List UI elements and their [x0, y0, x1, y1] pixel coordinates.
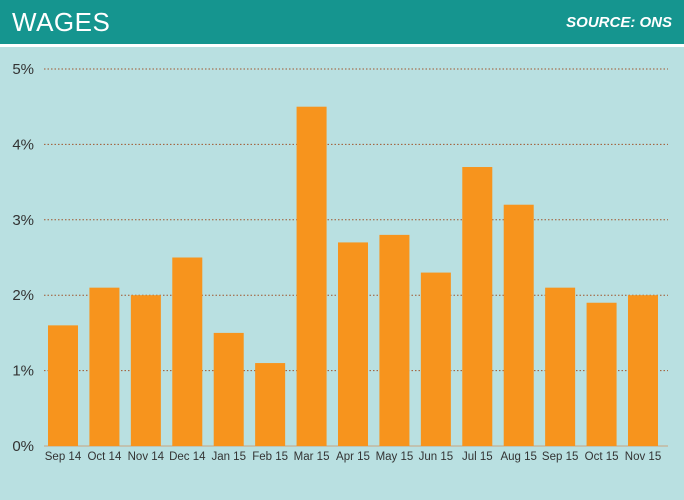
x-tick-label: Feb 15: [252, 451, 288, 463]
bar-aug-15: [503, 204, 534, 446]
x-tick-label: Oct 14: [87, 451, 121, 463]
x-tick-label: Sep 14: [45, 451, 82, 463]
x-tick-label: Mar 15: [294, 451, 330, 463]
y-tick-label: 2%: [12, 287, 34, 304]
bar-jun-15: [420, 272, 451, 446]
bar-feb-15: [255, 363, 286, 446]
source-label: SOURCE: ONS: [566, 14, 672, 31]
y-tick-label: 0%: [12, 438, 34, 455]
bar-sep-15: [545, 287, 576, 446]
bar-sep-14: [48, 325, 78, 446]
x-tick-label: Aug 15: [500, 451, 536, 463]
x-tick-label: Sep 15: [542, 451, 578, 463]
bar-may-15: [379, 234, 410, 446]
x-tick-label: Apr 15: [336, 451, 370, 463]
chart-title: WAGES: [12, 7, 111, 37]
x-tick-label: Jun 15: [419, 451, 454, 463]
x-tick-label: Nov 14: [128, 451, 165, 463]
y-tick-label: 3%: [12, 212, 34, 229]
bar-chart: 0% 1% 2% 3% 4% 5% Sep 14 Oct 14 Nov 14 Dec 14 Jan …: [12, 61, 668, 463]
x-tick-label: Dec 14: [169, 451, 206, 463]
bar-oct-15: [586, 302, 617, 446]
y-tick-label: 1%: [12, 363, 34, 380]
x-tick-label: Nov 15: [625, 451, 661, 463]
y-tick-label: 5%: [12, 61, 34, 78]
x-tick-label: Oct 15: [585, 451, 619, 463]
bar-mar-15: [296, 106, 327, 446]
header-divider: [0, 44, 684, 47]
x-tick-label: Jan 15: [211, 451, 246, 463]
bar-jul-15: [462, 167, 493, 446]
bar-dec-14: [172, 257, 203, 446]
chart-header: WAGES SOURCE: ONS: [0, 0, 684, 44]
x-tick-label: May 15: [376, 451, 414, 463]
bar-jan-15: [213, 332, 244, 446]
bar-nov-14: [130, 295, 161, 446]
bar-apr-15: [338, 242, 368, 446]
bar-nov-15: [628, 295, 658, 446]
y-tick-label: 4%: [12, 136, 34, 153]
bar-oct-14: [89, 287, 120, 446]
x-tick-label: Jul 15: [462, 451, 493, 463]
chart-area: 0% 1% 2% 3% 4% 5% Sep 14 Oct 14 Nov 14 Dec 14 Jan …: [0, 47, 684, 500]
